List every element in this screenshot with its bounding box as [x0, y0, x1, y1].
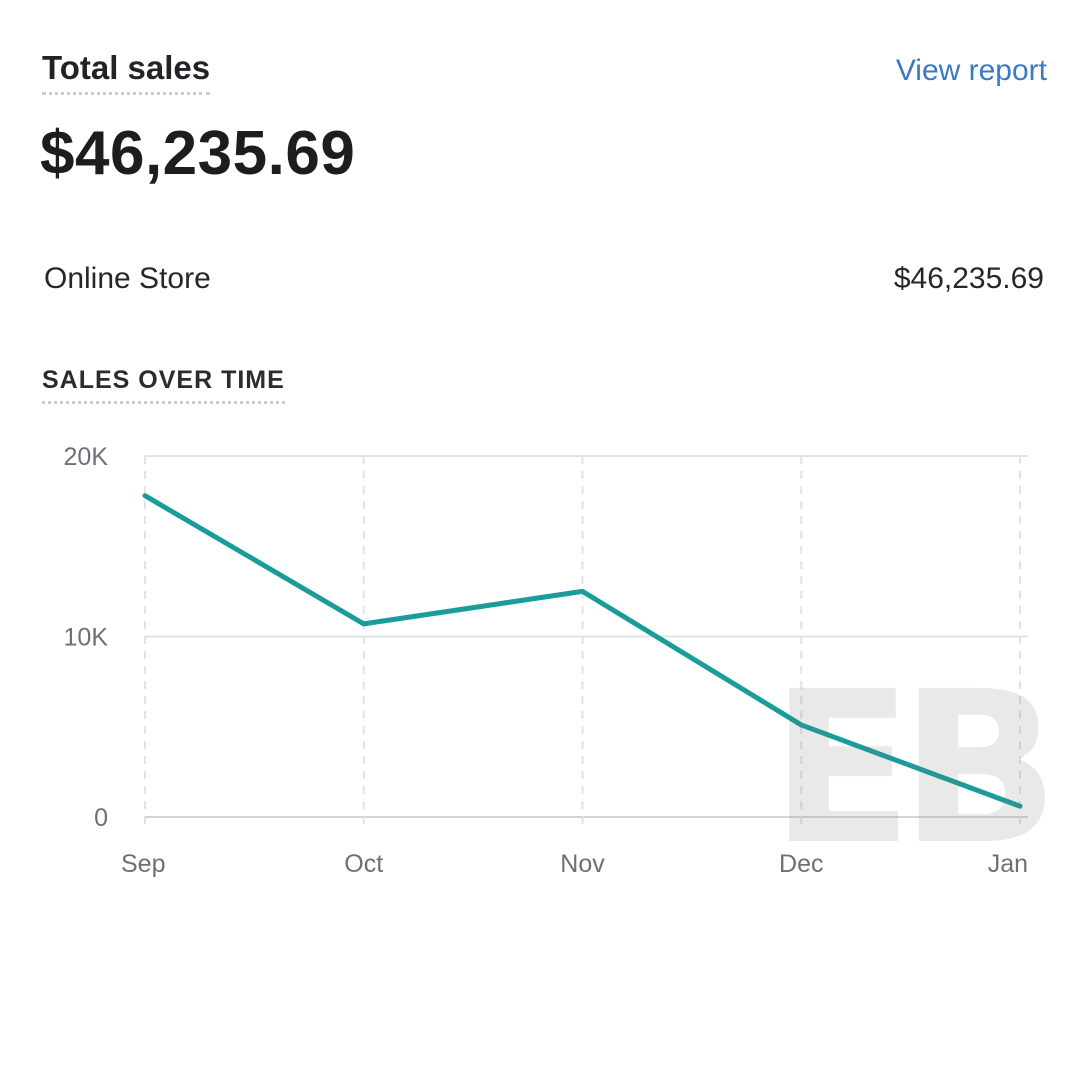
channel-row-online-store: Online Store $46,235.69 — [44, 262, 1044, 296]
card-title: Total sales — [42, 49, 211, 96]
sales-over-time-label: SALES OVER TIME — [42, 366, 285, 404]
channel-value: $46,235.69 — [893, 262, 1044, 295]
channel-name: Online Store — [44, 262, 211, 295]
y-tick-label: 20K — [64, 443, 109, 471]
x-tick-label: Oct — [344, 850, 383, 878]
view-report-link[interactable]: View report — [895, 54, 1047, 87]
x-tick-label: Sep — [121, 850, 165, 878]
y-tick-label: 0 — [94, 804, 108, 832]
x-tick-label: Jan — [988, 850, 1028, 878]
x-tick-label: Nov — [560, 850, 605, 878]
y-tick-label: 10K — [64, 624, 109, 652]
x-tick-label: Dec — [779, 850, 823, 878]
total-sales-value: $46,235.69 — [40, 119, 356, 188]
